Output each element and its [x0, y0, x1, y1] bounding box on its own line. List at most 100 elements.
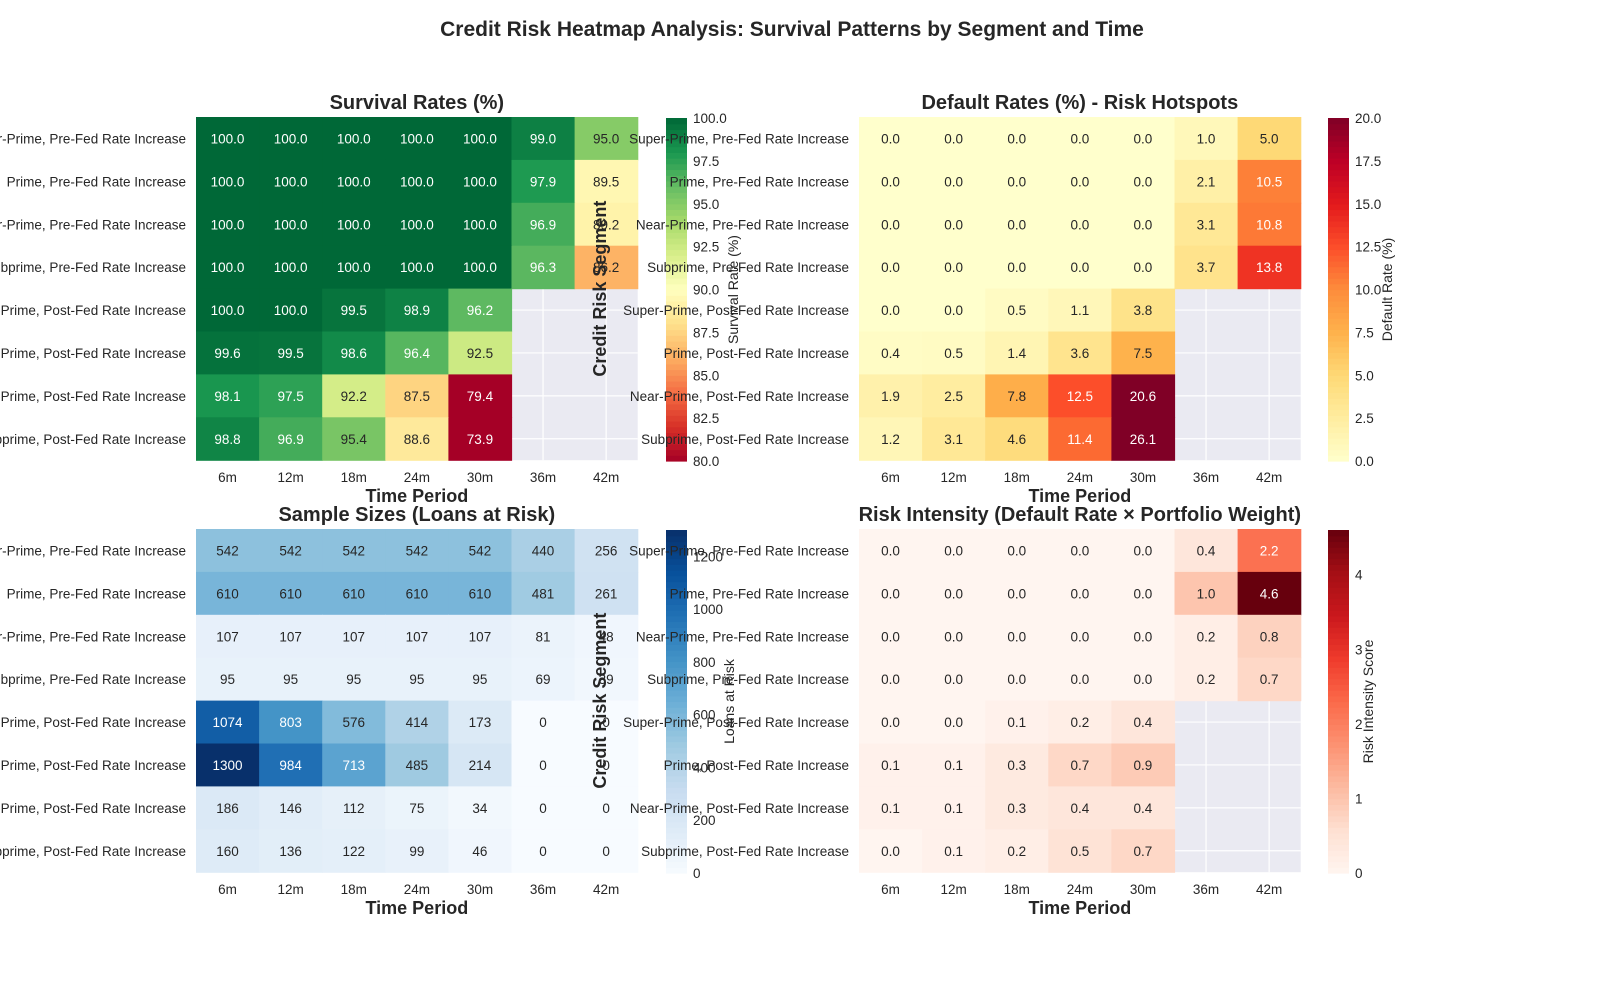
samples-cell	[574, 657, 639, 702]
intensity-x-tick-label: 18m	[1004, 882, 1030, 897]
survival-cell-value: 92.2	[341, 389, 367, 404]
intensity-x-tick-label: 24m	[1067, 882, 1093, 897]
default-colorbar-segment	[1328, 198, 1349, 205]
default-colorbar-segment	[1328, 306, 1349, 313]
samples-cell	[322, 614, 386, 659]
samples-colorbar-segment	[666, 724, 687, 731]
survival-cell	[385, 288, 449, 333]
intensity-colorbar-segment	[1328, 575, 1349, 583]
intensity-colorbar-segment	[1328, 690, 1349, 697]
default-cell-value: 4.6	[1007, 432, 1026, 447]
survival-colorbar-segment	[666, 220, 687, 228]
default-colorbar-segment	[1328, 409, 1349, 416]
default-colorbar-segment	[1328, 283, 1349, 291]
default-cell	[1048, 245, 1112, 290]
intensity-cell	[985, 529, 1049, 573]
survival-colorbar-segment	[666, 312, 687, 319]
samples-y-tick-label: Super-Prime, Post-Fed Rate Increase	[0, 715, 186, 730]
survival-cell	[448, 245, 513, 290]
default-colorbar-segment	[1328, 449, 1349, 456]
samples-cell	[511, 786, 576, 830]
survival-colorbar-segment	[666, 158, 687, 165]
default-cell	[922, 202, 986, 247]
intensity-cell-value: 0.0	[1134, 586, 1153, 601]
survival-cell	[322, 288, 386, 333]
survival-cell	[259, 159, 323, 204]
samples-cell-value: 95	[220, 672, 235, 687]
intensity-colorbar-segment	[1328, 810, 1349, 817]
samples-cell-value: 75	[409, 801, 424, 816]
samples-colorbar-segment	[666, 610, 687, 617]
survival-cell	[448, 288, 513, 333]
default-cell	[1237, 202, 1302, 247]
survival-colorbar-segment	[666, 249, 687, 256]
intensity-colorbar-tick-label: 3	[1355, 642, 1363, 657]
default-colorbar-segment	[1328, 140, 1349, 148]
survival-colorbar-segment	[666, 243, 687, 251]
default-cell-value: 0.4	[881, 346, 900, 361]
samples-cell-value: 112	[343, 801, 365, 816]
survival-cell-value: 79.4	[467, 389, 494, 404]
intensity-colorbar-segment	[1328, 530, 1349, 537]
intensity-cell-value: 0.0	[944, 629, 963, 644]
default-colorbar-tick-label: 20.0	[1355, 111, 1381, 126]
samples-colorbar-tick-label: 800	[693, 655, 716, 670]
intensity-colorbar-segment	[1328, 570, 1349, 577]
default-colorbar-segment	[1328, 329, 1349, 336]
survival-colorbar-segment	[666, 300, 687, 308]
survival-colorbar-segment	[666, 169, 687, 176]
intensity-cell-value: 0.1	[944, 844, 963, 859]
default-cell-value: 0.0	[881, 260, 900, 275]
samples-cell-value: 1300	[213, 758, 243, 773]
samples-cell	[574, 529, 639, 573]
survival-cell-value: 88.6	[404, 432, 430, 447]
samples-colorbar-segment	[666, 747, 687, 754]
default-colorbar-segment	[1328, 163, 1349, 171]
samples-cell	[574, 786, 639, 830]
survival-colorbar-segment	[666, 238, 687, 245]
intensity-colorbar-segment	[1328, 730, 1349, 737]
default-colorbar-tick-label: 12.5	[1355, 240, 1381, 255]
intensity-cell	[1237, 571, 1302, 616]
survival-colorbar-segment	[666, 146, 687, 153]
intensity-y-tick-label: Super-Prime, Pre-Fed Rate Increase	[629, 543, 849, 558]
intensity-cell-value: 0.0	[881, 672, 900, 687]
samples-cell	[322, 571, 386, 616]
survival-cell	[511, 117, 576, 161]
samples-cell-value: 146	[279, 801, 302, 816]
samples-colorbar-segment	[666, 787, 687, 794]
samples-cell-value: 107	[279, 629, 302, 644]
default-cell-value: 0.0	[1007, 217, 1026, 232]
samples-cell-value: 0	[602, 844, 610, 859]
samples-colorbar-segment	[666, 672, 687, 680]
default-colorbar-segment	[1328, 255, 1349, 262]
survival-colorbar-segment	[666, 283, 687, 291]
samples-cell	[322, 743, 386, 787]
survival-cell-value: 98.6	[341, 346, 367, 361]
default-cell	[1048, 117, 1112, 161]
intensity-colorbar-segment	[1328, 804, 1349, 811]
samples-cell-value: 69	[536, 672, 551, 687]
survival-cell-value: 100.0	[400, 260, 434, 275]
intensity-y-tick-label: Near-Prime, Pre-Fed Rate Increase	[636, 629, 849, 644]
survival-cell	[322, 331, 386, 375]
samples-cell	[574, 571, 639, 616]
default-cell	[985, 331, 1049, 375]
samples-colorbar-label: Loans at Risk	[721, 658, 737, 744]
survival-cell-value: 100.0	[400, 174, 434, 189]
intensity-colorbar-label: Risk Intensity Score	[1360, 639, 1376, 763]
survival-cell	[259, 245, 323, 290]
intensity-colorbar-segment	[1328, 724, 1349, 731]
samples-cell-value: 481	[532, 586, 555, 601]
survival-x-tick-label: 36m	[530, 470, 556, 485]
samples-colorbar-tick-label: 600	[693, 708, 716, 723]
intensity-cell-value: 0.0	[881, 629, 900, 644]
samples-colorbar-segment	[666, 712, 687, 720]
intensity-cell	[859, 529, 923, 573]
samples-cell-value: 542	[279, 543, 302, 558]
intensity-cell-value: 0.0	[1007, 543, 1026, 558]
intensity-cell-value: 0.0	[1070, 586, 1089, 601]
samples-cell	[259, 529, 323, 573]
survival-y-tick-label: Super-Prime, Post-Fed Rate Increase	[0, 303, 186, 318]
default-cell-value: 10.5	[1256, 174, 1282, 189]
